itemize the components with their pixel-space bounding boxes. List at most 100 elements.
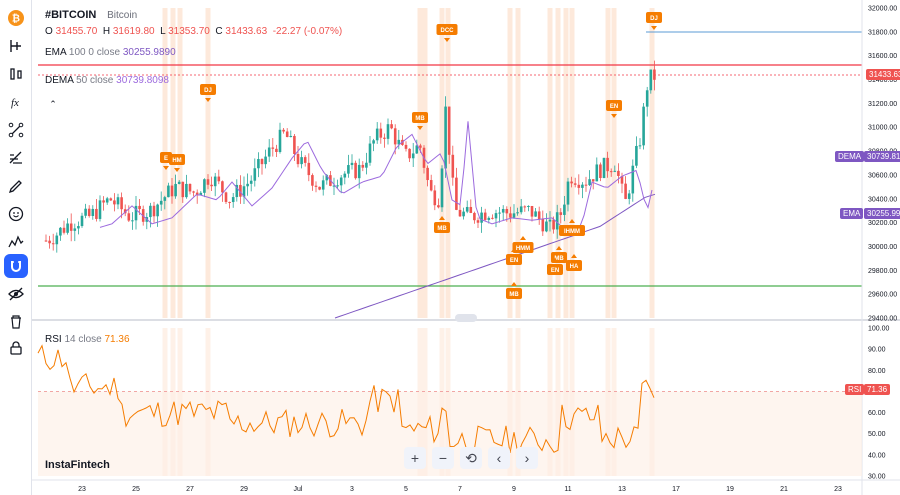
- rsi-legend[interactable]: RSI 14 close 71.36: [45, 333, 130, 347]
- candle-body: [455, 177, 458, 210]
- candle-body: [433, 190, 437, 206]
- channel-icon[interactable]: [4, 118, 28, 142]
- scroll-left-icon[interactable]: ‹: [488, 447, 510, 469]
- pattern-highlight: [439, 8, 445, 318]
- candle-body: [347, 165, 350, 174]
- pattern-badge: [412, 112, 428, 123]
- candle-body: [530, 205, 534, 217]
- pattern-label: IHMM: [564, 229, 580, 235]
- price-tick-label: 31200.00: [868, 101, 897, 108]
- candle-body: [383, 137, 386, 139]
- price-tick-label: 30200.00: [868, 220, 897, 227]
- scroll-right-icon[interactable]: ›: [516, 447, 538, 469]
- candle-body: [386, 124, 390, 139]
- hide-icon[interactable]: [4, 282, 28, 306]
- dema-legend[interactable]: DEMA 50 close 30739.8098: [45, 74, 169, 88]
- trash-icon[interactable]: [4, 310, 28, 334]
- close-value: 31433.63: [225, 26, 268, 37]
- zoom-in-button[interactable]: +: [404, 447, 426, 469]
- candle-body: [545, 221, 548, 232]
- low-value: 31353.70: [168, 26, 210, 37]
- pattern-highlight: [611, 8, 617, 318]
- rsi-tag-label: RSI: [845, 384, 865, 395]
- candle-body: [642, 106, 645, 146]
- price-tick-label: 31000.00: [868, 125, 897, 132]
- candle-body: [249, 180, 253, 184]
- rsi-tick-label: 30.00: [868, 474, 886, 481]
- candle-body: [631, 165, 635, 194]
- price-tick-label: 31800.00: [868, 29, 897, 36]
- reset-icon[interactable]: ⟲: [460, 447, 482, 469]
- pattern-highlight: [555, 8, 561, 318]
- pane-resize-handle[interactable]: [455, 314, 477, 322]
- pattern-label: DJ: [204, 88, 212, 94]
- candle-body: [548, 219, 552, 222]
- pattern-badge: [506, 254, 522, 265]
- candle-body: [552, 219, 555, 230]
- pattern-badge: [559, 225, 585, 236]
- candle-body: [498, 212, 501, 214]
- candle-body: [469, 206, 473, 213]
- candle-body: [566, 181, 570, 205]
- price-tick-label: 29600.00: [868, 292, 897, 299]
- rsi-params: 14 close: [64, 334, 102, 345]
- candle-body: [224, 192, 228, 202]
- candle-body: [181, 181, 185, 198]
- magnet-icon[interactable]: [4, 254, 28, 278]
- candle-body: [44, 240, 48, 242]
- candle-body: [476, 220, 480, 223]
- lock-icon[interactable]: [4, 336, 28, 360]
- pattern-label: DCC: [441, 28, 455, 34]
- candle-body: [419, 145, 422, 148]
- svg-text:₿: ₿: [12, 13, 20, 25]
- cursor-icon[interactable]: [4, 34, 28, 58]
- pattern-label: MB: [415, 116, 425, 122]
- rsi-value: 71.36: [104, 334, 130, 345]
- candle-body: [210, 184, 213, 187]
- candle-body: [267, 147, 271, 157]
- last-price-tag: 31433.63: [866, 69, 900, 80]
- rsi-price-tag: 71.36: [864, 384, 891, 395]
- emoji-icon[interactable]: [4, 202, 28, 226]
- time-tick-label: 7: [458, 486, 462, 493]
- pattern-badge: [547, 264, 563, 275]
- pen-icon[interactable]: [4, 174, 28, 198]
- candle-body: [653, 69, 656, 80]
- zoom-out-button[interactable]: −: [432, 447, 454, 469]
- candle-body: [91, 208, 95, 216]
- formula-icon[interactable]: fx: [4, 90, 28, 114]
- moving-averages: [99, 121, 656, 319]
- symbol-ticker[interactable]: #BITCOIN: [45, 9, 97, 21]
- bitcoin-icon[interactable]: ₿: [4, 6, 28, 30]
- candle-body: [581, 184, 584, 188]
- ema-legend[interactable]: EMA 100 0 close 30255.9890: [45, 46, 176, 60]
- time-tick-label: 5: [404, 486, 408, 493]
- pattern-icon[interactable]: [4, 230, 28, 254]
- pattern-arrow-up: [520, 236, 526, 240]
- candle-body: [303, 157, 307, 163]
- time-axis[interactable]: 23 25 27 29 Jul 3 5 7 9 11 13 17 19 21 23: [32, 479, 900, 493]
- candle-body: [415, 145, 419, 154]
- pattern-arrow-up: [511, 282, 517, 286]
- pattern-arrow-down: [651, 26, 657, 30]
- candle-body: [372, 140, 375, 144]
- candle-body: [192, 191, 195, 193]
- fibonacci-icon[interactable]: [4, 146, 28, 170]
- collapse-legend-icon[interactable]: ⌃: [49, 99, 57, 109]
- time-tick-label: 9: [512, 486, 516, 493]
- pattern-highlight: [569, 8, 575, 318]
- candle-body: [318, 186, 321, 190]
- candle-body: [458, 209, 462, 217]
- lines-icon[interactable]: [4, 62, 28, 86]
- candle-body: [429, 180, 433, 191]
- pattern-arrow-up: [439, 216, 445, 220]
- candle-body: [339, 177, 343, 186]
- candle-body: [541, 218, 545, 232]
- candle-body: [519, 206, 523, 213]
- ema-tag-label: EMA: [840, 208, 864, 219]
- rsi-tick-label: 60.00: [868, 410, 886, 417]
- candle-body: [483, 212, 487, 220]
- dema-price-tag: 30739.81: [864, 151, 900, 162]
- open-label: O: [45, 26, 53, 37]
